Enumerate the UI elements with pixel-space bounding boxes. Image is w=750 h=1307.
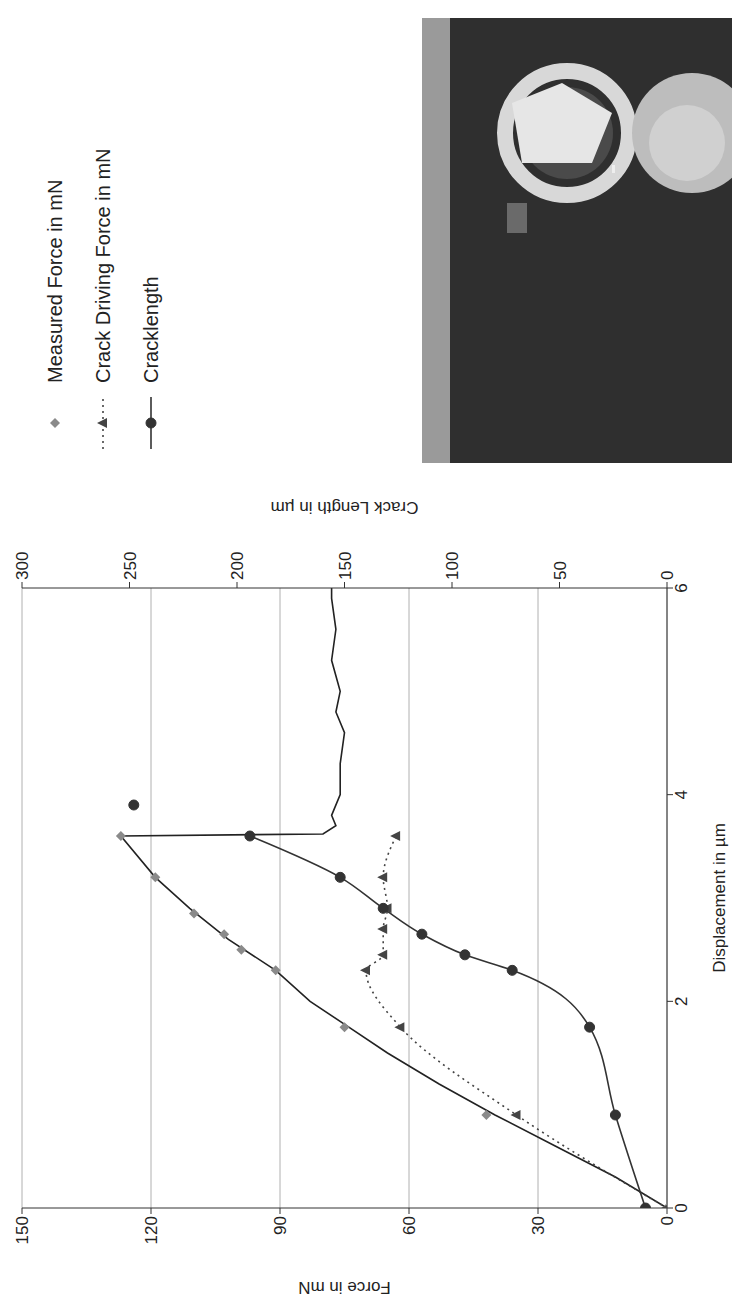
svg-text:50: 50 [551, 561, 570, 580]
svg-text:2: 2 [672, 997, 691, 1006]
svg-text:4: 4 [672, 790, 691, 799]
svg-text:120: 120 [142, 1216, 161, 1244]
svg-text:300: 300 [13, 552, 32, 580]
html-text:Crack Driving Force in mN: Crack Driving Force in mN [92, 148, 114, 383]
svg-text:0: 0 [658, 571, 677, 580]
svg-text:250: 250 [121, 552, 140, 580]
svg-text:30: 30 [529, 1216, 548, 1235]
svg-text:6: 6 [672, 583, 691, 592]
svg-text:60: 60 [400, 1216, 419, 1235]
svg-text:Displacement in µm: Displacement in µm [710, 823, 729, 973]
html-text:Cracklength: Cracklength [140, 276, 162, 383]
svg-text:90: 90 [271, 1216, 290, 1235]
svg-text:150: 150 [336, 552, 355, 580]
html-text:Measured Force in mN: Measured Force in mN [44, 179, 66, 383]
svg-text:0: 0 [658, 1216, 677, 1225]
svg-text:150: 150 [13, 1216, 32, 1244]
svg-text:Crack Length in µm: Crack Length in µm [271, 498, 419, 517]
svg-text:200: 200 [228, 552, 247, 580]
svg-text:0: 0 [672, 1203, 691, 1212]
svg-text:100: 100 [443, 552, 462, 580]
svg-text:Force in mN: Force in mN [298, 1278, 391, 1297]
